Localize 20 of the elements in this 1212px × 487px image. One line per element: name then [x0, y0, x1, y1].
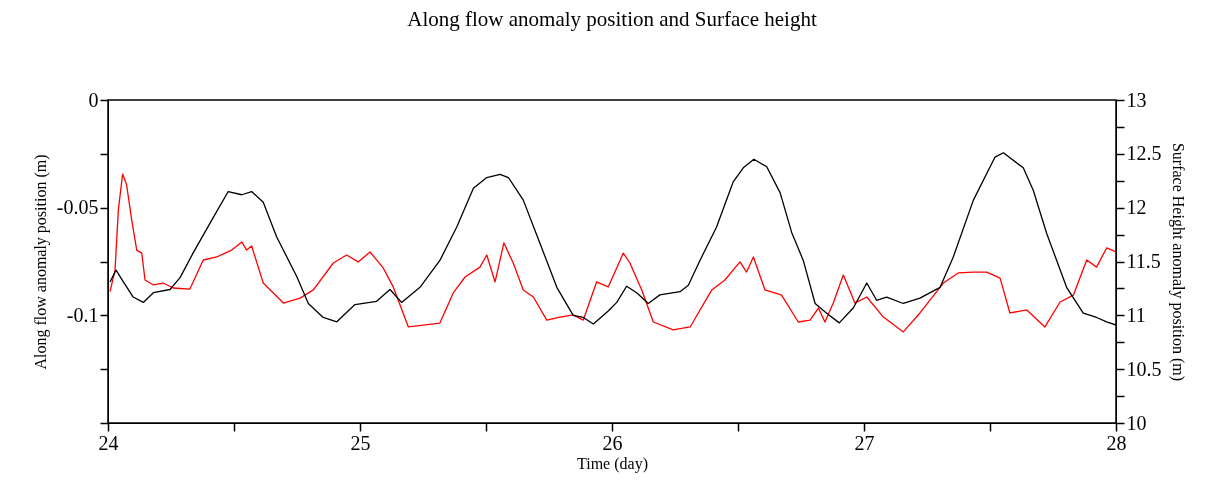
line-series	[109, 173, 1116, 333]
y2-tick-label: 11.5	[1126, 250, 1161, 272]
y2-axis-title: Surface Height anomaly position (m)	[1168, 142, 1187, 382]
y2-tick-label: 10	[1126, 411, 1147, 434]
x-tick-label: 24	[98, 431, 119, 454]
x-tick-label: 26	[602, 431, 623, 454]
y2-tick-label: 13	[1126, 88, 1147, 111]
chart-title: Along flow anomaly position and Surface height	[407, 7, 817, 31]
y-tick-label: -0.05	[56, 196, 99, 219]
y2-tick-label: 12	[1126, 196, 1147, 219]
y-tick-label: 0	[88, 88, 99, 111]
y2-tick-label: 12.5	[1126, 142, 1162, 165]
y2-tick-label: 10.5	[1126, 357, 1162, 380]
x-tick-label: 28	[1106, 431, 1127, 454]
x-tick-label: 25	[350, 431, 371, 454]
y-tick-label: -0.1	[66, 303, 99, 326]
y2-tick-label: 11	[1126, 303, 1146, 326]
y-axis-title: Along flow anomaly position (m)	[31, 154, 50, 370]
x-axis-title: Time (day)	[577, 454, 648, 473]
x-tick-label: 27	[854, 431, 875, 454]
